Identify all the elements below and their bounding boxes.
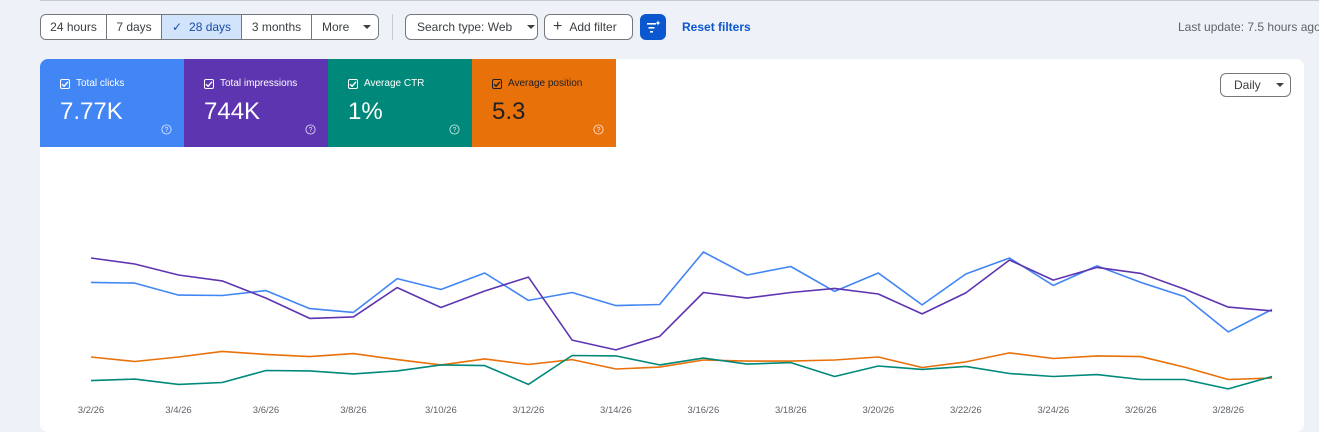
- granularity-label: Daily: [1234, 78, 1261, 92]
- caret-down-icon: [527, 25, 536, 29]
- x-tick-label: 3/18/26: [775, 405, 807, 416]
- date-range-label: More: [322, 20, 350, 34]
- metric-label: Total clicks: [76, 78, 125, 89]
- help-circle-icon[interactable]: ?: [161, 124, 172, 135]
- svg-text:?: ?: [165, 127, 169, 134]
- help-circle-icon[interactable]: ?: [449, 124, 460, 135]
- x-tick-label: 3/8/26: [340, 405, 366, 416]
- metric-tile-total-impressions[interactable]: Total impressions 744K ?: [184, 59, 328, 147]
- x-tick-label: 3/26/26: [1125, 405, 1157, 416]
- metric-value: 744K: [204, 98, 261, 125]
- svg-text:?: ?: [309, 127, 313, 134]
- top-divider: [40, 0, 1319, 1]
- metric-value: 5.3: [492, 98, 526, 125]
- date-range-24-hours[interactable]: 24 hours: [41, 15, 107, 39]
- date-range-label: 28 days: [189, 20, 232, 34]
- x-tick-label: 3/10/26: [425, 405, 457, 416]
- date-range-label: 7 days: [116, 20, 152, 34]
- plus-icon: +: [553, 18, 563, 35]
- add-filter-label: Add filter: [569, 20, 617, 34]
- metric-label: Total impressions: [220, 78, 298, 89]
- x-tick-label: 3/22/26: [950, 405, 982, 416]
- x-tick-label: 3/2/26: [78, 405, 104, 416]
- granularity-dropdown[interactable]: Daily: [1220, 73, 1291, 97]
- search-type-dropdown[interactable]: Search type: Web: [405, 14, 538, 40]
- x-tick-label: 3/4/26: [165, 405, 191, 416]
- metric-tile-average-ctr[interactable]: Average CTR 1% ?: [328, 59, 472, 147]
- toolbar-divider: [392, 14, 393, 40]
- check-icon: ✓: [171, 20, 183, 34]
- x-tick-label: 3/24/26: [1037, 405, 1069, 416]
- x-tick-label: 3/12/26: [513, 405, 545, 416]
- metric-value: 7.77K: [60, 98, 123, 125]
- date-range-more-dropdown[interactable]: More: [312, 15, 378, 39]
- reset-filters-link[interactable]: Reset filters: [682, 20, 751, 34]
- x-tick-label: 3/28/26: [1212, 405, 1244, 416]
- metric-label: Average position: [508, 78, 583, 89]
- x-tick-label: 3/20/26: [862, 405, 894, 416]
- caret-down-icon: [1275, 83, 1284, 87]
- performance-line-chart: 3/2/26 3/4/26 3/6/26 3/8/26 3/10/26 3/12/26 3/…: [78, 251, 1273, 416]
- date-range-label: 3 months: [251, 20, 302, 34]
- series-line-0: [90, 251, 1273, 333]
- metric-tile-total-clicks[interactable]: Total clicks 7.77K ?: [40, 59, 184, 147]
- x-tick-label: 3/14/26: [600, 405, 632, 416]
- svg-text:?: ?: [597, 127, 601, 134]
- filter-bar: 24 hours 7 days ✓ 28 days 3 months More …: [40, 14, 751, 40]
- performance-card: Total clicks 7.77K ? Total impressions 7…: [40, 59, 1304, 432]
- filter-settings-button[interactable]: [640, 14, 666, 40]
- svg-text:?: ?: [453, 127, 457, 134]
- help-circle-icon[interactable]: ?: [593, 124, 604, 135]
- series-line-3: [90, 354, 1273, 390]
- date-range-label: 24 hours: [50, 20, 97, 34]
- help-circle-icon[interactable]: ?: [305, 124, 316, 135]
- checkbox-checked-icon[interactable]: [492, 78, 502, 89]
- last-update-text: Last update: 7.5 hours ago: [1178, 20, 1319, 34]
- date-range-7-days[interactable]: 7 days: [107, 15, 162, 39]
- metric-tile-average-position[interactable]: Average position 5.3 ?: [472, 59, 616, 147]
- filter-sparkle-icon: [647, 20, 661, 33]
- date-range-28-days[interactable]: ✓ 28 days: [162, 15, 242, 39]
- series-line-1: [90, 257, 1273, 351]
- date-range-selector: 24 hours 7 days ✓ 28 days 3 months More: [40, 14, 379, 40]
- date-range-3-months[interactable]: 3 months: [242, 15, 312, 39]
- checkbox-checked-icon[interactable]: [348, 78, 358, 89]
- metric-label: Average CTR: [364, 78, 425, 89]
- x-tick-label: 3/6/26: [253, 405, 279, 416]
- x-tick-label: 3/16/26: [688, 405, 720, 416]
- series-line-2: [90, 350, 1273, 381]
- metric-value: 1%: [348, 98, 383, 125]
- checkbox-checked-icon[interactable]: [204, 78, 214, 89]
- checkbox-checked-icon[interactable]: [60, 78, 70, 89]
- add-filter-button[interactable]: + Add filter: [544, 14, 633, 40]
- caret-down-icon: [363, 25, 372, 29]
- search-type-label: Search type: Web: [417, 20, 513, 34]
